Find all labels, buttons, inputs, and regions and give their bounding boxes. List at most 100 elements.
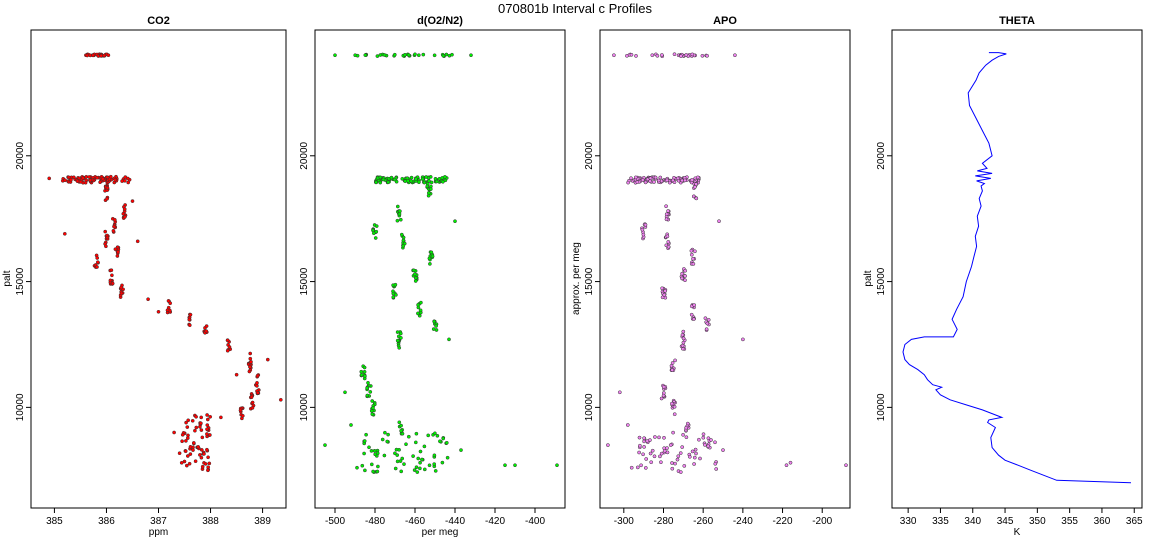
data-point	[194, 414, 198, 419]
x-tick-label: 345	[997, 516, 1014, 527]
x-tick-label: 389	[254, 516, 271, 527]
data-point	[343, 390, 347, 395]
data-point	[200, 464, 205, 469]
data-point	[641, 452, 645, 457]
data-point	[422, 467, 427, 472]
data-point	[363, 374, 367, 379]
data-point	[406, 53, 411, 57]
data-point	[441, 179, 445, 184]
data-point	[47, 176, 52, 181]
data-point	[653, 175, 658, 180]
data-point	[146, 297, 150, 302]
data-point	[434, 328, 439, 332]
plot-frame	[891, 29, 1143, 509]
data-point	[110, 273, 114, 278]
data-point	[374, 224, 379, 228]
data-point	[653, 435, 657, 439]
panel-title: CO2	[147, 15, 170, 27]
data-point	[100, 177, 105, 181]
data-point	[441, 436, 446, 441]
x-axis-label: per meg	[422, 527, 459, 538]
data-point	[652, 454, 657, 459]
data-point	[673, 461, 677, 466]
data-point	[383, 430, 387, 435]
data-point	[368, 390, 373, 394]
data-point	[424, 175, 429, 179]
data-point	[381, 177, 386, 182]
data-point	[681, 329, 686, 334]
data-point	[678, 470, 683, 474]
data-point	[660, 286, 664, 291]
data-point	[400, 176, 405, 181]
data-point	[98, 180, 102, 185]
data-point	[432, 462, 437, 466]
data-point	[513, 463, 517, 468]
x-tick-label: -300	[614, 516, 634, 527]
data-point	[374, 180, 378, 185]
y-tick-label: 15000	[876, 267, 887, 295]
data-point	[416, 305, 421, 310]
data-point	[193, 459, 198, 464]
x-tick-label: -480	[365, 516, 385, 527]
data-point	[438, 439, 442, 444]
plot-frame	[599, 29, 851, 509]
x-tick-label: 385	[46, 516, 63, 527]
data-point	[684, 435, 689, 440]
data-point	[179, 460, 184, 465]
data-point	[706, 436, 711, 441]
data-point	[694, 182, 698, 187]
data-point	[119, 291, 124, 296]
data-point	[207, 461, 212, 466]
data-point	[694, 196, 699, 201]
data-point	[419, 300, 423, 305]
x-tick-label: 388	[202, 516, 219, 527]
data-point	[362, 365, 367, 370]
data-point	[105, 175, 110, 180]
data-point	[249, 395, 254, 400]
data-point	[369, 409, 374, 413]
data-point	[205, 417, 210, 422]
data-point	[386, 180, 391, 185]
x-tick-label: -500	[325, 516, 345, 527]
data-point	[700, 53, 705, 58]
data-point	[188, 312, 193, 317]
data-point	[205, 447, 209, 452]
data-point	[194, 425, 199, 430]
data-point	[691, 262, 696, 266]
panel-title: d(O2/N2)	[417, 15, 463, 27]
data-point	[683, 274, 687, 278]
data-point	[645, 439, 650, 443]
data-point	[713, 440, 717, 445]
data-point	[429, 180, 434, 185]
data-point	[71, 175, 76, 180]
data-point	[432, 453, 437, 458]
data-point	[389, 175, 394, 180]
data-point	[430, 254, 435, 259]
x-tick-label: -260	[693, 516, 713, 527]
data-point	[63, 178, 67, 183]
data-point	[661, 385, 666, 389]
data-point	[219, 415, 223, 420]
data-point	[187, 461, 192, 466]
data-point	[75, 179, 80, 184]
plot-frame	[314, 29, 566, 509]
data-point	[109, 268, 114, 273]
data-point	[206, 455, 210, 460]
data-point	[105, 185, 110, 190]
data-point	[180, 432, 185, 437]
data-point	[672, 404, 677, 409]
x-axis-label: ppm	[149, 527, 168, 538]
data-point	[418, 466, 422, 471]
data-point	[453, 219, 457, 224]
data-point	[400, 456, 405, 461]
data-point	[701, 435, 706, 440]
data-point	[703, 443, 707, 447]
data-point	[642, 436, 646, 441]
data-point	[658, 454, 662, 459]
data-point	[672, 52, 677, 57]
y-axis-label: palt	[863, 270, 874, 286]
data-point	[238, 408, 243, 413]
data-point	[208, 414, 213, 419]
data-point	[689, 248, 694, 253]
data-point	[156, 309, 161, 314]
